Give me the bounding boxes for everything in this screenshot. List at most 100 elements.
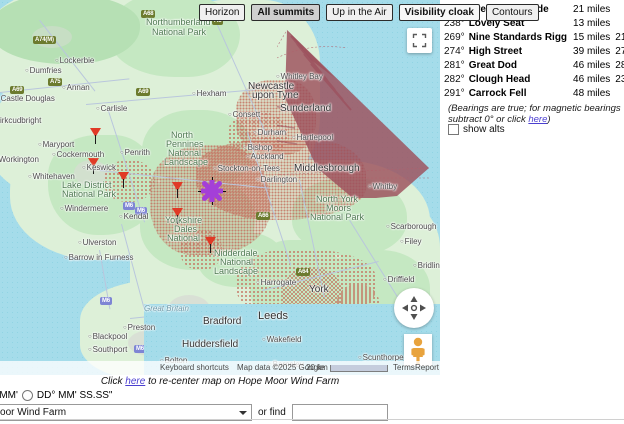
map-footer: Keyboard shortcuts Map data ©2025 Google… bbox=[0, 361, 440, 375]
keyboard-shortcuts-link[interactable]: Keyboard shortcuts bbox=[160, 363, 229, 372]
place-select-value: Hope Moor Wind Farm bbox=[0, 407, 67, 418]
bearings-note-text-1: (Bearings are true; for magnetic bearing… bbox=[448, 103, 621, 125]
map-marker[interactable] bbox=[172, 208, 183, 224]
fullscreen-icon bbox=[412, 33, 427, 48]
map-label: Landscape bbox=[164, 157, 209, 167]
map-label: Cockermouth bbox=[52, 150, 105, 159]
show-alts-row[interactable]: show alts bbox=[448, 124, 505, 135]
summit-distance: 15 miles bbox=[573, 32, 611, 43]
or-find-label: or find bbox=[258, 407, 286, 418]
summit-bearing: 282° bbox=[444, 74, 465, 85]
map-label: York bbox=[309, 284, 329, 295]
road-shield: A69 bbox=[10, 86, 25, 94]
map-label: Southport bbox=[88, 345, 128, 354]
magnetic-bearings-link[interactable]: here bbox=[528, 114, 548, 125]
map-label: Darlington bbox=[256, 175, 297, 184]
format-option-2-radio[interactable] bbox=[21, 390, 33, 401]
map-label: Penrith bbox=[120, 148, 150, 157]
terms-link[interactable]: Terms bbox=[393, 363, 415, 372]
map-label: Dumfries bbox=[25, 66, 62, 75]
summit-table: 190°Great Whernside21 miles0 ft238°Lovel… bbox=[444, 4, 624, 102]
summit-name: Nine Standards Rigg bbox=[468, 32, 568, 43]
summit-altitude: 2172 ft bbox=[615, 32, 624, 43]
recenter-link[interactable]: here bbox=[125, 376, 146, 387]
summit-row[interactable]: 291°Carrock Fell 48 miles 0 ft bbox=[444, 88, 624, 102]
visibility-cloak-button[interactable]: Visibility cloak bbox=[398, 4, 480, 21]
recenter-prefix: Click bbox=[100, 376, 126, 387]
horizon-button[interactable]: Horizon bbox=[199, 4, 246, 21]
page-divider bbox=[0, 419, 624, 420]
map-label: Leeds bbox=[258, 310, 288, 322]
up-in-the-air-button[interactable]: Up in the Air bbox=[326, 4, 393, 21]
summit-altitude: 2382 ft bbox=[615, 74, 624, 85]
map-label: Hexham bbox=[192, 89, 227, 98]
map-label: Bridlington bbox=[413, 261, 440, 270]
map-label: North York bbox=[316, 194, 359, 204]
place-select-row: Hope Moor Wind Farm or find bbox=[0, 404, 388, 421]
map-label: Pennines bbox=[166, 139, 204, 149]
pegman-icon bbox=[411, 337, 425, 364]
fullscreen-button[interactable] bbox=[407, 28, 432, 53]
map-label: Durham bbox=[253, 128, 286, 137]
map-canvas[interactable]: A74(M)A68A69A75A69A66A64A1M6M6M6M62M1M61… bbox=[0, 0, 440, 375]
map-label: Middlesbrough bbox=[294, 163, 360, 174]
map-label: Lake District bbox=[62, 180, 112, 190]
map-label: National bbox=[220, 257, 254, 267]
show-alts-checkbox[interactable] bbox=[448, 124, 459, 135]
report-error-link[interactable]: Report a map error bbox=[415, 363, 440, 372]
map-label: Nidderdale bbox=[214, 248, 258, 258]
map-label: Carlisle bbox=[96, 104, 128, 113]
bearings-note-text-2: ) bbox=[547, 114, 551, 125]
road-shield: A1 bbox=[212, 17, 224, 25]
map-label: Keswick bbox=[82, 163, 116, 172]
map-label: Bolton bbox=[160, 356, 188, 365]
map-label: Kirkcudbright bbox=[0, 116, 41, 125]
street-view-pegman-button[interactable] bbox=[404, 334, 432, 366]
map-label: Barrow in Furness bbox=[64, 253, 134, 262]
pan-arrows-icon bbox=[402, 296, 426, 320]
map-scale-label: 20 km bbox=[306, 363, 328, 372]
map-pane[interactable]: A74(M)A68A69A75A69A66A64A1M6M6M6M62M1M61… bbox=[0, 0, 440, 375]
summit-row[interactable]: 281°Great Dod 46 miles 2808 ft bbox=[444, 60, 624, 74]
summit-row[interactable]: 238°Lovely Seat 13 miles 0 ft bbox=[444, 18, 624, 32]
map-label: Castle Douglas bbox=[0, 94, 55, 103]
map-label: National Park bbox=[62, 189, 117, 199]
map-label: Consett bbox=[228, 110, 261, 119]
place-select[interactable]: Hope Moor Wind Farm bbox=[0, 404, 252, 421]
map-marker[interactable] bbox=[205, 237, 216, 253]
map-label: Windermere bbox=[60, 204, 109, 213]
summit-row[interactable]: 274°High Street 39 miles 2717 ft bbox=[444, 46, 624, 60]
all-summits-button[interactable]: All summits bbox=[251, 4, 321, 21]
find-input[interactable] bbox=[291, 404, 388, 421]
map-label: Driffield bbox=[383, 275, 415, 284]
summit-altitude: 0 ft bbox=[615, 4, 624, 18]
summit-name: Carrock Fell bbox=[468, 88, 527, 99]
map-marker[interactable] bbox=[172, 182, 183, 198]
map-label: Landscape bbox=[214, 266, 259, 276]
map-label: Huddersfield bbox=[182, 339, 239, 350]
motorway-shield: M6 bbox=[135, 207, 147, 215]
summit-bearing: 281° bbox=[444, 60, 465, 71]
summit-row[interactable]: 282°Clough Head 46 miles 2382 ft bbox=[444, 74, 624, 88]
recenter-suffix: to re-center map on Hope Moor Wind Farm bbox=[145, 376, 340, 387]
map-marker[interactable] bbox=[118, 172, 129, 188]
map-marker[interactable] bbox=[90, 128, 101, 144]
urban-area-dales-east bbox=[180, 230, 222, 270]
road-shield: A66 bbox=[256, 212, 271, 220]
map-label: Whitley Bay bbox=[276, 72, 323, 81]
pan-control[interactable] bbox=[394, 288, 434, 328]
contours-button[interactable]: Contours bbox=[485, 4, 539, 21]
motorway-shield: M61 bbox=[134, 345, 150, 353]
map-scale-bar bbox=[330, 365, 388, 372]
selected-location-marker[interactable] bbox=[198, 177, 226, 205]
summit-bearing: 269° bbox=[444, 32, 465, 43]
map-label: National Park bbox=[152, 27, 207, 37]
map-label: Scunthorpe bbox=[358, 353, 404, 362]
map-label: Whitehaven bbox=[28, 172, 75, 181]
map-label: National bbox=[168, 148, 202, 158]
road-shield: A69 bbox=[136, 88, 151, 96]
summit-row[interactable]: 269°Nine Standards Rigg 15 miles 2172 ft bbox=[444, 32, 624, 46]
summit-distance: 21 miles bbox=[573, 4, 611, 15]
map-label: Auckland bbox=[246, 152, 284, 161]
summit-distance: 13 miles bbox=[573, 18, 611, 29]
